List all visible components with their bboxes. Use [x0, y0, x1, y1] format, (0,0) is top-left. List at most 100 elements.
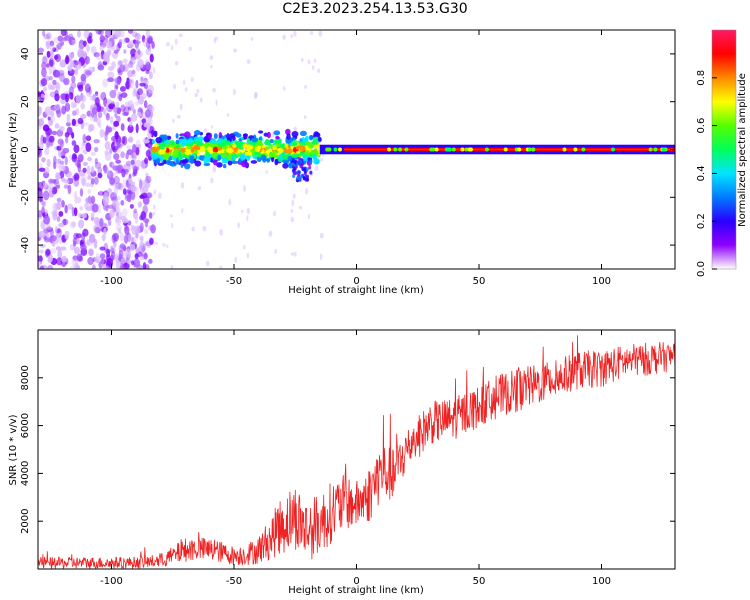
noise-blob — [42, 124, 50, 132]
noise-blob — [117, 228, 122, 234]
noise-blob — [127, 124, 134, 134]
noise-blob — [113, 185, 118, 196]
noise-blob — [77, 49, 83, 58]
band-blob — [158, 142, 166, 150]
noise-blob — [43, 215, 51, 225]
noise-blob — [67, 184, 72, 195]
faint-blob — [292, 193, 296, 199]
noise-blob — [73, 240, 77, 247]
noise-blob — [122, 111, 129, 117]
band-blob — [235, 141, 241, 146]
noise-blob — [103, 164, 108, 174]
faint-blob — [202, 225, 207, 232]
noise-blob — [143, 139, 150, 144]
noise-blob — [76, 159, 82, 169]
faint-blob — [165, 42, 170, 47]
noise-blob — [39, 197, 44, 203]
band-blob — [250, 160, 258, 164]
noise-blob — [38, 249, 44, 254]
faint-blob — [246, 252, 250, 259]
noise-blob — [41, 157, 46, 163]
noise-blob — [128, 60, 134, 69]
band-blob — [281, 152, 285, 158]
noise-blob — [102, 78, 109, 88]
faint-blob — [181, 208, 184, 214]
noise-blob — [137, 111, 142, 117]
noise-blob — [147, 37, 153, 45]
noise-blob — [63, 179, 70, 184]
noise-blob — [130, 103, 135, 112]
band-blob — [309, 153, 313, 159]
noise-blob — [128, 177, 132, 185]
band-blob — [209, 138, 217, 145]
noise-blob — [38, 210, 43, 218]
noise-blob — [139, 255, 146, 261]
faint-blob — [293, 126, 297, 132]
noise-blob — [113, 153, 120, 161]
noise-blob — [40, 93, 45, 99]
snr-x-tick-label: -100 — [100, 576, 123, 587]
noise-blob — [86, 241, 93, 246]
band-blob — [309, 135, 314, 140]
noise-blob — [99, 35, 105, 43]
band-blob — [246, 144, 253, 151]
band-blob — [312, 136, 320, 143]
tone-blob — [434, 147, 439, 152]
band-blob — [290, 137, 296, 141]
noise-blob — [44, 209, 48, 215]
band-blob — [158, 149, 163, 155]
tone-blob — [444, 147, 449, 152]
band-blob — [155, 136, 163, 144]
noise-blob — [71, 118, 77, 127]
colorbar-tick-label: 0.6 — [696, 118, 707, 134]
snr-x-tick-label: 0 — [353, 576, 359, 587]
noise-blob — [41, 61, 47, 70]
noise-blob — [90, 177, 95, 185]
faint-blob — [174, 61, 179, 66]
noise-blob — [80, 143, 85, 153]
band-blob — [240, 157, 246, 161]
noise-blob — [149, 105, 155, 113]
noise-blob — [71, 206, 75, 217]
snr-panel: -100 -50 0 50 100 2000 4000 6000 8000 Height of… — [8, 329, 676, 596]
tone-blob — [562, 147, 567, 152]
band-blob — [188, 139, 193, 143]
noise-blob — [102, 60, 108, 66]
faint-blob — [172, 118, 175, 124]
faint-blob — [301, 57, 304, 62]
noise-blob — [48, 76, 53, 81]
trail-blob — [302, 176, 306, 181]
noise-blob — [136, 90, 140, 100]
faint-blob — [176, 114, 181, 119]
noise-blob — [58, 144, 64, 151]
band-blob — [312, 153, 317, 160]
noise-blob — [148, 225, 154, 231]
noise-blob — [42, 182, 48, 188]
faint-blob — [290, 252, 295, 256]
band-blob — [165, 144, 170, 148]
noise-blob — [129, 73, 136, 78]
faint-blob — [194, 92, 198, 98]
noise-blob — [66, 121, 71, 127]
noise-blob — [38, 255, 43, 262]
noise-blob — [80, 102, 86, 110]
band-blob — [218, 143, 225, 147]
snr-x-tick-label: 100 — [592, 576, 611, 587]
noise-blob — [44, 225, 50, 231]
noise-blob — [40, 78, 48, 87]
noise-blob — [135, 123, 139, 134]
noise-blob — [50, 111, 55, 118]
noise-blob — [42, 136, 47, 144]
noise-blob — [124, 80, 131, 90]
noise-blob — [80, 113, 87, 120]
faint-blob — [162, 243, 166, 247]
band-blob — [227, 160, 233, 166]
noise-blob — [148, 71, 153, 80]
noise-blob — [115, 224, 123, 231]
tone-blob — [653, 147, 658, 152]
noise-blob — [143, 179, 148, 188]
noise-blob — [49, 50, 54, 58]
noise-blob — [71, 258, 78, 266]
noise-blob — [77, 154, 84, 163]
band-blob — [249, 148, 256, 153]
